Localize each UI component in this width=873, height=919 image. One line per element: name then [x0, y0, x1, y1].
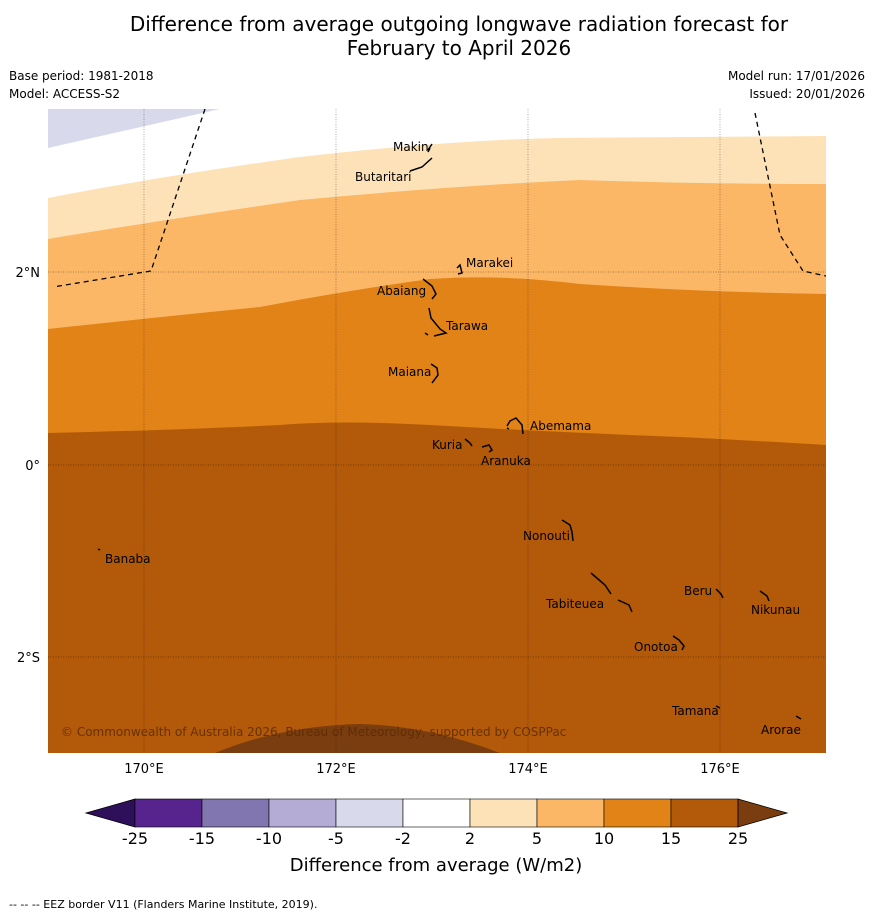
gridlines [48, 109, 826, 753]
label-maiana: Maiana [388, 365, 431, 379]
island-beru [715, 588, 724, 599]
issued-date: Issued: 20/01/2026 [749, 87, 865, 101]
colorbar-tick-label: 10 [594, 829, 614, 848]
map-title: Difference from average outgoing longwav… [0, 12, 873, 60]
island-tarawa [424, 307, 448, 337]
model-run: Model run: 17/01/2026 [727, 69, 865, 83]
label-aranuka: Aranuka [481, 454, 531, 468]
run-info: Model run: 17/01/2026 Issued: 20/01/2026 [728, 67, 865, 103]
island-banaba [97, 548, 101, 551]
label-nonouti: Nonouti [523, 529, 570, 543]
colorbar-tick-label: -10 [256, 829, 282, 848]
colorbar-swatch [603, 798, 672, 828]
label-abemama: Abemama [530, 419, 591, 433]
eez-border-west [52, 109, 206, 288]
band-minus5-minus2 [48, 109, 220, 148]
colorbar-tick-labels: -25 -15 -10 -5 -2 2 5 10 15 25 [122, 829, 748, 848]
label-tamana: Tamana [671, 704, 719, 718]
island-tamana [715, 705, 721, 709]
y-tick-2s: 2°S [17, 651, 40, 666]
colorbar-swatch [268, 798, 337, 828]
island-arorae [795, 715, 802, 720]
colorbar-tick-label: -25 [122, 829, 148, 848]
model-name: Model: ACCESS-S2 [9, 87, 121, 101]
colorbar-tick-label: -2 [395, 829, 411, 848]
colorbar-tick-label: -15 [189, 829, 215, 848]
label-banaba: Banaba [105, 552, 151, 566]
eez-borders [52, 109, 826, 288]
colorbar-label: Difference from average (W/m2) [290, 855, 582, 876]
island-makin [427, 143, 433, 153]
colorbar [84, 798, 789, 828]
title-line-1: Difference from average outgoing longwav… [129, 12, 789, 36]
island-nikunau [759, 590, 770, 602]
eez-border-east [754, 112, 826, 277]
island-abemama [506, 417, 524, 435]
label-kuria: Kuria [432, 438, 463, 452]
label-tabiteuea: Tabiteuea [545, 597, 604, 611]
colorbar-swatch [670, 798, 739, 828]
label-marakei: Marakei [466, 256, 513, 270]
island-maiana [430, 363, 439, 384]
x-tick-172e: 172°E [316, 762, 356, 777]
label-makin: Makin [393, 140, 429, 154]
island-marakei [456, 263, 463, 275]
island-kuria [464, 438, 473, 447]
colorbar-tick-label: 15 [661, 829, 681, 848]
colorbar-tick-label: 5 [532, 829, 542, 848]
colorbar-swatch [402, 798, 471, 828]
colorbar-swatch [134, 798, 203, 828]
label-onotoa: Onotoa [634, 640, 678, 654]
label-nikunau: Nikunau [751, 603, 800, 617]
band-15-25 [48, 422, 826, 753]
base-period: Base period: 1981-2018 [9, 69, 154, 83]
title-line-2: February to April 2026 [346, 36, 572, 60]
island-abaiang [422, 278, 437, 300]
x-tick-174e: 174°E [508, 762, 548, 777]
colorbar-tick-label: 2 [465, 829, 475, 848]
forecast-map: Makin Butaritari Marakei Abaiang Tarawa … [48, 109, 826, 753]
island-nonouti [561, 519, 574, 542]
model-info: Base period: 1981-2018 Model: ACCESS-S2 [9, 67, 154, 103]
colorbar-extend-low [84, 798, 136, 828]
colorbar-swatch [469, 798, 538, 828]
island-onotoa [672, 635, 685, 651]
colorbar-swatch [335, 798, 404, 828]
label-tarawa: Tarawa [445, 319, 488, 333]
y-tick-2n: 2°N [16, 266, 41, 281]
colorbar-tick-label: -5 [328, 829, 344, 848]
colorbar-extend-high [737, 798, 789, 828]
label-arorae: Arorae [761, 723, 801, 737]
y-tick-0: 0° [25, 459, 40, 474]
island-aranuka [481, 444, 494, 453]
label-abaiang: Abaiang [377, 284, 426, 298]
colorbar-tick-label: 25 [728, 829, 748, 848]
colorbar-swatch [201, 798, 270, 828]
band-above-25 [215, 724, 500, 753]
eez-footnote: -- -- -- EEZ border V11 (Flanders Marine… [9, 898, 318, 911]
label-beru: Beru [684, 584, 712, 598]
islands [97, 143, 802, 720]
label-butaritari: Butaritari [355, 170, 412, 184]
x-tick-170e: 170°E [124, 762, 164, 777]
island-tabiteuea [590, 572, 633, 613]
copyright-notice: © Commonwealth of Australia 2026, Bureau… [61, 725, 566, 739]
island-butaritari [409, 157, 433, 172]
colorbar-swatch [536, 798, 605, 828]
axis-labels: 170°E 172°E 174°E 176°E 2°N 0° 2°S [16, 266, 740, 777]
place-labels: Makin Butaritari Marakei Abaiang Tarawa … [105, 140, 801, 737]
x-tick-176e: 176°E [700, 762, 740, 777]
